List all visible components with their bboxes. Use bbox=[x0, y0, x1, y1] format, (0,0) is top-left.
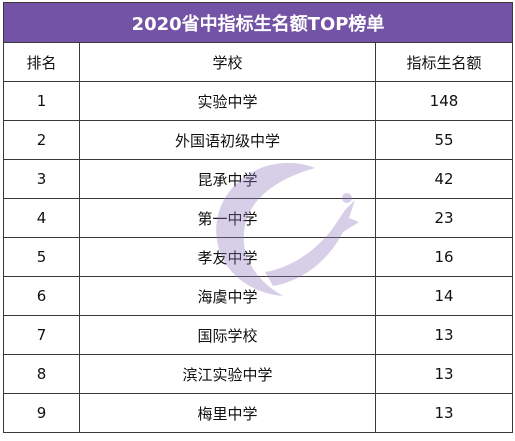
quota-cell: 13 bbox=[375, 315, 513, 355]
quota-cell: 148 bbox=[375, 81, 513, 121]
table-row: 7 国际学校 13 bbox=[3, 315, 513, 355]
table-row: 9 梅里中学 13 bbox=[3, 393, 513, 433]
school-cell: 梅里中学 bbox=[79, 393, 376, 433]
table-row: 5 孝友中学 16 bbox=[3, 237, 513, 277]
rank-cell: 7 bbox=[3, 315, 80, 355]
quota-cell: 23 bbox=[375, 198, 513, 238]
rank-cell: 2 bbox=[3, 120, 80, 160]
header-quota: 指标生名额 bbox=[375, 42, 513, 82]
table-row: 4 第一中学 23 bbox=[3, 198, 513, 238]
rank-cell: 9 bbox=[3, 393, 80, 433]
rank-cell: 5 bbox=[3, 237, 80, 277]
rank-cell: 4 bbox=[3, 198, 80, 238]
table-row: 6 海虞中学 14 bbox=[3, 276, 513, 316]
school-cell: 昆承中学 bbox=[79, 159, 376, 199]
school-cell: 外国语初级中学 bbox=[79, 120, 376, 160]
header-school: 学校 bbox=[79, 42, 376, 82]
quota-cell: 42 bbox=[375, 159, 513, 199]
quota-cell: 13 bbox=[375, 354, 513, 394]
rank-cell: 3 bbox=[3, 159, 80, 199]
quota-cell: 55 bbox=[375, 120, 513, 160]
rank-cell: 6 bbox=[3, 276, 80, 316]
school-cell: 滨江实验中学 bbox=[79, 354, 376, 394]
school-cell: 孝友中学 bbox=[79, 237, 376, 277]
ranking-table: 2020省中指标生名额TOP榜单 排名 学校 指标生名额 1 实验中学 14 8 … bbox=[3, 2, 513, 433]
school-cell: 第一中学 bbox=[79, 198, 376, 238]
table-row: 1 实验中学 148 bbox=[3, 81, 513, 121]
table-row: 3 昆承中学 42 bbox=[3, 159, 513, 199]
school-cell: 国际学校 bbox=[79, 315, 376, 355]
ranking-table-container: 2020省中指标生名额TOP榜单 排名 学校 指标生名额 1 实验中学 14 8 … bbox=[3, 2, 513, 433]
table-title: 2020省中指标生名额TOP榜单 bbox=[3, 2, 513, 43]
rank-cell: 8 bbox=[3, 354, 80, 394]
rank-cell: 1 bbox=[3, 81, 80, 121]
quota-cell: 16 bbox=[375, 237, 513, 277]
header-rank: 排名 bbox=[3, 42, 80, 82]
school-cell: 实验中学 bbox=[79, 81, 376, 121]
table-row: 8 滨江实验中学 13 bbox=[3, 354, 513, 394]
table-row: 2 外国语初级中学 55 bbox=[3, 120, 513, 160]
title-row: 2020省中指标生名额TOP榜单 bbox=[3, 2, 513, 43]
quota-cell: 14 bbox=[375, 276, 513, 316]
school-cell: 海虞中学 bbox=[79, 276, 376, 316]
quota-cell: 13 bbox=[375, 393, 513, 433]
header-row: 排名 学校 指标生名额 bbox=[3, 42, 513, 82]
